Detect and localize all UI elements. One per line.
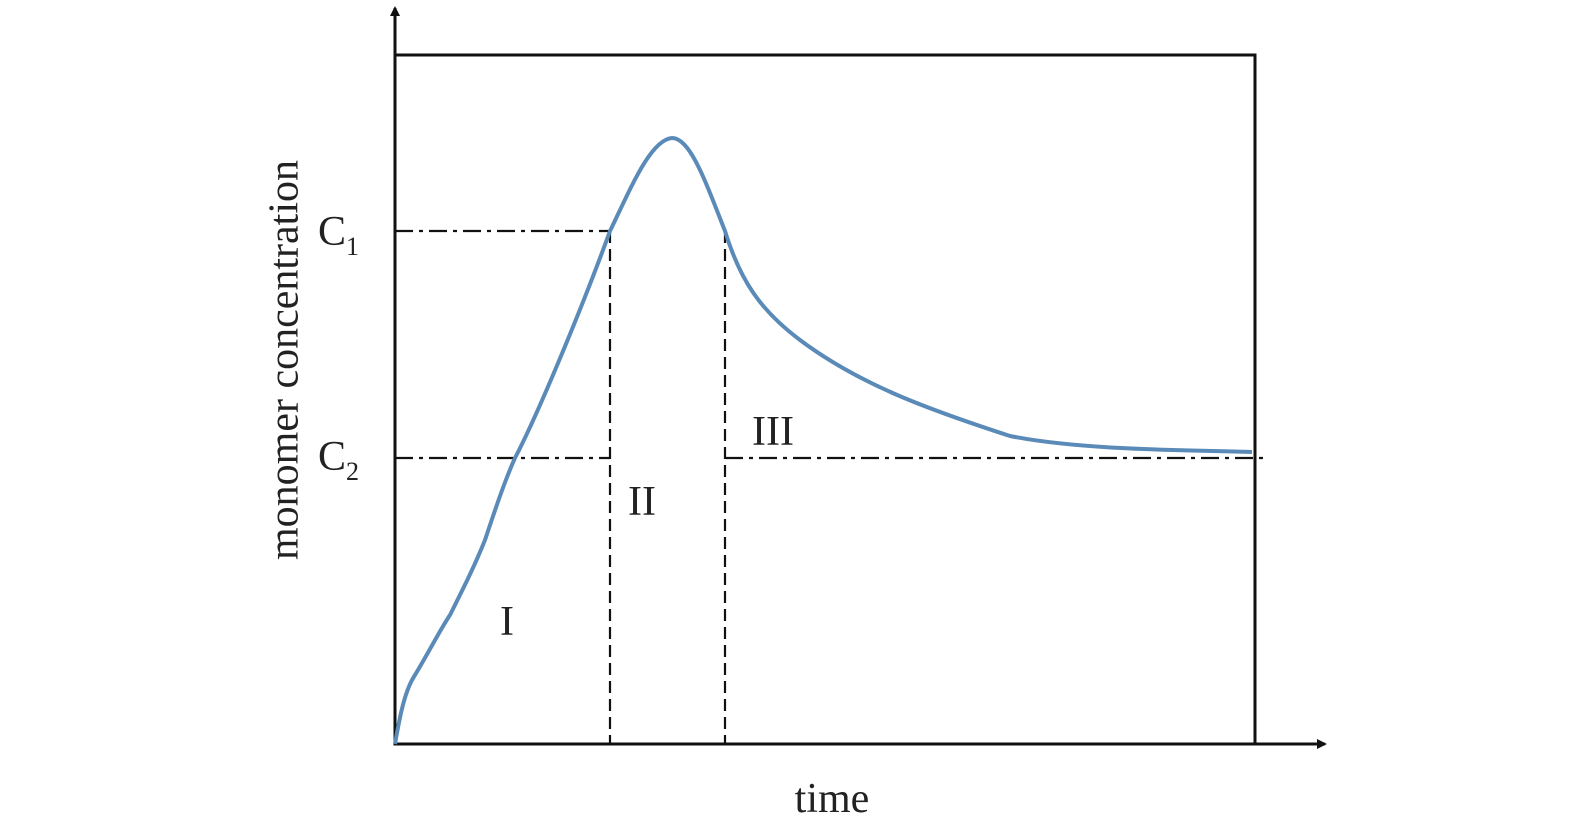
concentration-curve xyxy=(393,135,1253,745)
stage-dividers xyxy=(608,231,727,744)
stage-label: III xyxy=(752,409,794,455)
stage-label: II xyxy=(628,479,656,525)
c2-base: C xyxy=(318,434,346,480)
c1-sub: 1 xyxy=(346,232,359,261)
guide-lines xyxy=(395,229,1265,460)
c1-base: C xyxy=(318,209,346,255)
c2-label: C2 xyxy=(318,434,359,486)
stage-label: I xyxy=(500,599,514,645)
y-axis-label: monomer concentration xyxy=(262,160,308,560)
x-axis-label: time xyxy=(795,776,870,822)
c1-label: C1 xyxy=(318,209,359,261)
plot-frame xyxy=(393,53,1257,746)
c2-sub: 2 xyxy=(346,457,359,486)
